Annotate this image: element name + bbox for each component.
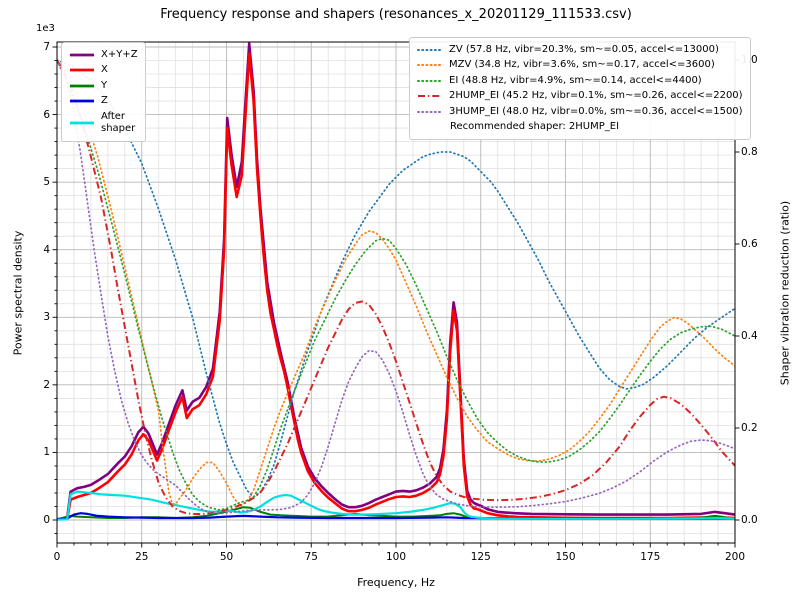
- ei-swatch: [417, 79, 443, 82]
- 2hump-swatch: [418, 95, 442, 98]
- grid-minor: [57, 42, 735, 543]
- series-mzv: [57, 59, 735, 508]
- legend-item-mzv: MZV (34.8 Hz, vibr=3.6%, sm~=0.17, accel…: [417, 58, 743, 74]
- series-ei: [57, 59, 735, 511]
- y-left-tick-3: 3: [43, 311, 50, 324]
- legend-label-y: Y: [101, 79, 108, 91]
- 3hump-swatch: [417, 110, 443, 113]
- series-after: [57, 490, 735, 521]
- x-tick-200: 200: [724, 551, 746, 563]
- x-axis-label: Frequency, Hz: [357, 576, 435, 589]
- series-zv: [57, 59, 735, 498]
- y-left-tick-5: 5: [43, 176, 50, 189]
- legend-label-x: X: [101, 64, 108, 75]
- legend-item-zv: ZV (57.8 Hz, vibr=20.3%, sm~=0.05, accel…: [417, 42, 743, 58]
- legend-label-3hump: 3HUMP_EI (48.0 Hz, vibr=0.0%, sm~=0.36, …: [449, 105, 743, 117]
- x-tick-125: 125: [470, 551, 491, 563]
- x-tick-150: 150: [555, 551, 576, 563]
- y-right-tick-0.0: 0.0: [741, 514, 758, 526]
- legend-label-zv: ZV (57.8 Hz, vibr=20.3%, sm~=0.05, accel…: [449, 43, 719, 55]
- series-xyz: [57, 42, 735, 521]
- series-2hump: [57, 59, 735, 515]
- xyz-swatch: [70, 53, 94, 57]
- legend-label-2hump: 2HUMP_EI (45.2 Hz, vibr=0.1%, sm~=0.26, …: [449, 90, 743, 101]
- series-x: [57, 52, 735, 521]
- x-tick-0: 0: [53, 551, 61, 563]
- x-tick-25: 25: [135, 551, 149, 563]
- legend-label-after: After shaper: [101, 110, 136, 135]
- after-swatch: [70, 121, 94, 125]
- chart-title: Frequency response and shapers (resonanc…: [160, 7, 632, 22]
- y-left-tick-0: 0: [43, 514, 50, 526]
- x-tick-75: 75: [304, 551, 318, 563]
- x-tick-175: 175: [640, 551, 661, 563]
- x-tick-100: 100: [385, 551, 407, 563]
- legend-label-mzv: MZV (34.8 Hz, vibr=3.6%, sm~=0.17, accel…: [449, 59, 715, 70]
- legend-item-z: Z: [69, 94, 138, 110]
- z-swatch: [70, 99, 94, 103]
- x-tick-50: 50: [219, 551, 234, 563]
- y-right-tick-0.6: 0.6: [741, 238, 758, 250]
- y-right-tick-0.2: 0.2: [741, 422, 758, 434]
- legend-psd-series: X+Y+Z X Y Z After shaper: [61, 42, 146, 142]
- legend-item-y: Y: [69, 78, 138, 94]
- recommended-shaper-note: Recommended shaper: 2HUMP_EI: [450, 121, 620, 132]
- legend-label-xyz: X+Y+Z: [101, 48, 138, 60]
- legend-label-ei: EI (48.8 Hz, vibr=4.9%, sm~=0.14, accel<…: [449, 74, 702, 86]
- legend-item-after: After shaper: [69, 109, 138, 137]
- legend-item-ei: EI (48.8 Hz, vibr=4.9%, sm~=0.14, accel<…: [417, 73, 743, 89]
- y-swatch: [70, 84, 94, 88]
- x-swatch: [70, 68, 94, 72]
- legend-item-3hump: 3HUMP_EI (48.0 Hz, vibr=0.0%, sm~=0.36, …: [417, 104, 743, 120]
- y-axis-right-label: Shaper vibration reduction (ratio): [778, 200, 792, 386]
- legend-item-x: X: [69, 63, 138, 79]
- legend-item-2hump: 2HUMP_EI (45.2 Hz, vibr=0.1%, sm~=0.26, …: [417, 89, 743, 105]
- zv-swatch: [417, 48, 443, 51]
- legend-item-xyz: X+Y+Z: [69, 47, 138, 63]
- legend-shapers: ZV (57.8 Hz, vibr=20.3%, sm~=0.05, accel…: [409, 37, 751, 140]
- mzv-swatch: [417, 64, 443, 67]
- y-left-tick-4: 4: [43, 243, 50, 256]
- y-right-tick-0.4: 0.4: [741, 330, 758, 342]
- y-axis-multiplier: 1e3: [36, 23, 55, 34]
- y-left-tick-2: 2: [43, 378, 50, 391]
- y-axis-left-label: Power spectral density: [11, 230, 25, 356]
- y-left-tick-7: 7: [43, 41, 50, 53]
- y-left-tick-6: 6: [43, 108, 50, 121]
- y-left-tick-1: 1: [43, 446, 50, 459]
- legend-label-z: Z: [101, 95, 108, 106]
- series-3hump: [57, 59, 735, 515]
- y-right-tick-0.8: 0.8: [741, 146, 758, 158]
